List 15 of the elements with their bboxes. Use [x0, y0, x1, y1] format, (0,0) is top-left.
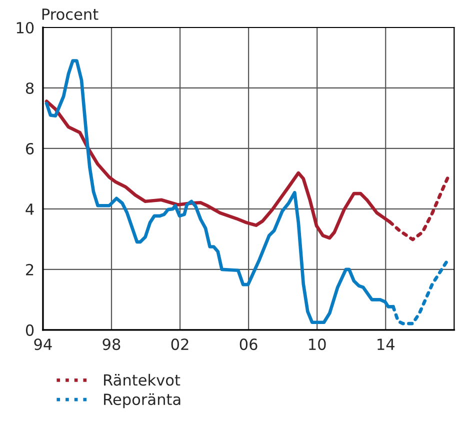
- x-tick-label: 14: [378, 338, 394, 350]
- legend-label: Räntekvot: [104, 374, 180, 386]
- y-tick-label: 6: [26, 142, 34, 154]
- y-tick-label: 10: [16, 22, 34, 34]
- x-tick-label: 98: [102, 338, 120, 350]
- x-tick-label: 10: [309, 338, 326, 350]
- y-tick-label: 0: [26, 324, 34, 336]
- x-tick-label: 94: [34, 338, 52, 350]
- legend-label: Reporänta: [104, 393, 180, 408]
- y-tick-label: 2: [26, 264, 34, 276]
- x-tick-label: 02: [171, 338, 188, 350]
- y-tick-label: 8: [26, 82, 34, 94]
- y-tick-label: 4: [26, 204, 34, 215]
- x-tick-label: 06: [240, 338, 258, 350]
- y-axis-title: Procent: [42, 8, 98, 20]
